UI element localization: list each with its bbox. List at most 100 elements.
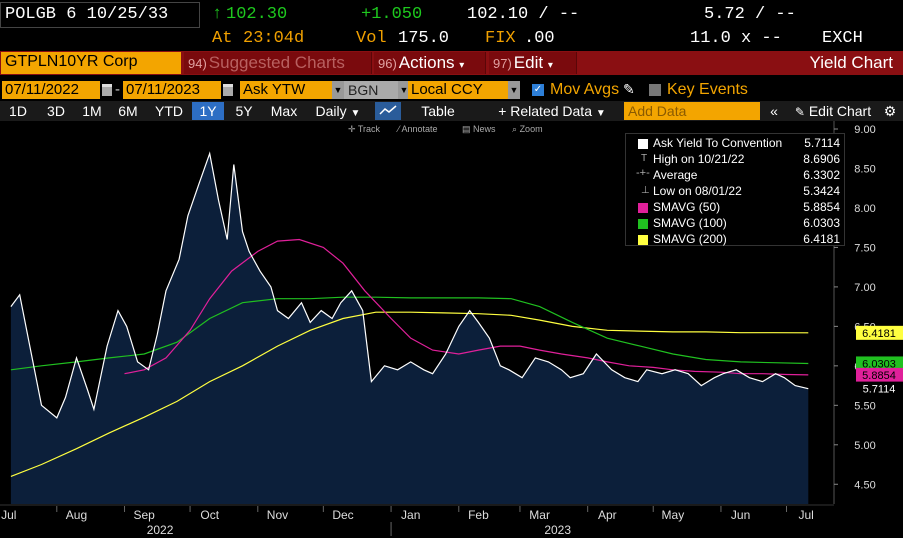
suggested-charts-label: Suggested Charts — [208, 53, 345, 72]
period-5y[interactable]: 5Y — [235, 103, 253, 119]
yield-chart[interactable]: 4.505.005.506.006.507.007.508.008.509.00… — [0, 121, 903, 538]
exch-label: EXCH — [822, 29, 863, 48]
edit-chart-label: Edit Chart — [808, 103, 872, 119]
legend-value: 5.3424 — [803, 184, 840, 198]
period-max[interactable]: Max — [270, 103, 298, 119]
actions-button[interactable]: 96) Actions ▾ — [374, 52, 486, 74]
chevron-down-icon: ▼ — [595, 108, 606, 119]
period-1y[interactable]: 1Y — [192, 102, 224, 120]
x-tick-label: Apr — [598, 508, 617, 522]
legend-label: SMAVG (50) — [653, 200, 721, 214]
y-tick-label: 4.50 — [854, 479, 875, 491]
legend-swatch — [638, 219, 648, 229]
legend-swatch — [638, 203, 648, 213]
at-label: At — [212, 29, 233, 48]
zoom-tool[interactable]: ⌕ Zoom — [512, 124, 543, 135]
legend-label: High on 10/21/22 — [653, 152, 745, 166]
add-data-input[interactable]: Add Data — [624, 102, 760, 120]
actions-dropdown-icon: ▾ — [459, 60, 465, 71]
x-tick-label: Sep — [134, 508, 156, 522]
x-tick-label: Dec — [332, 508, 353, 522]
x-tick-label: Jun — [731, 508, 750, 522]
field-select[interactable]: Ask YTW — [240, 81, 332, 99]
key-events-label: Key Events — [667, 81, 748, 98]
currency-select[interactable]: Local CCY — [408, 81, 508, 99]
quote-details: At 23:04d Vol 175.0 FIX .00 11.0 x -- EX… — [0, 28, 903, 50]
period-ytd[interactable]: YTD — [155, 103, 183, 119]
pencil-icon[interactable]: ✎ — [623, 81, 635, 97]
collapse-icon[interactable]: « — [770, 103, 778, 119]
chevron-down-icon[interactable]: ▼ — [332, 81, 344, 99]
last-price: 102.30 — [226, 5, 288, 24]
toolbar: 1D 3D 1M 6M YTD 1Y 5Y Max Daily ▼ Table … — [0, 101, 903, 121]
series-line-2 — [10, 296, 809, 371]
x-tick-label: Jul — [1, 508, 16, 522]
last-price-arrow-icon: ↑ — [212, 5, 223, 24]
track-tool[interactable]: ✛ Track — [348, 124, 380, 135]
calendar-icon[interactable] — [223, 84, 233, 96]
period-3d[interactable]: 3D — [47, 103, 65, 119]
value-tag — [856, 367, 903, 382]
source-field[interactable]: BGN — [344, 81, 398, 99]
year-label: 2023 — [544, 523, 571, 537]
suggested-charts-number: 94) — [188, 56, 207, 71]
calendar-icon[interactable] — [102, 84, 112, 96]
y-tick-label: 5.00 — [854, 440, 875, 452]
security-field[interactable]: GTPLN10YR Corp — [1, 52, 181, 74]
start-date-field[interactable]: 07/11/2022 — [2, 81, 100, 99]
legend-label: SMAVG (100) — [653, 216, 727, 230]
edit-dropdown-icon: ▾ — [547, 60, 553, 71]
annotate-tool[interactable]: ⁄ Annotate — [398, 124, 438, 134]
value-tag — [856, 381, 903, 396]
legend-value: 6.4181 — [803, 232, 840, 246]
legend-item-smavg100: SMAVG (100) 6.0303 — [626, 216, 844, 232]
price-change: +1.050 — [361, 5, 423, 24]
legend-value: 5.8854 — [803, 200, 840, 214]
suggested-charts-button[interactable]: 94) Suggested Charts — [184, 52, 372, 74]
chevron-down-icon[interactable]: ▼ — [508, 81, 520, 99]
frequency-label: Daily — [315, 103, 347, 119]
page-title: Yield Chart — [809, 53, 893, 72]
legend-item-average: -+- Average 6.3302 — [626, 167, 844, 184]
x-tick-label: Oct — [200, 508, 219, 522]
value-tag-label: 5.8854 — [862, 370, 896, 382]
legend-swatch — [638, 235, 648, 245]
edit-button[interactable]: 97) Edit ▾ — [489, 52, 577, 74]
legend-value: 5.7114 — [804, 136, 840, 150]
track-label: Track — [357, 124, 381, 134]
key-events-checkbox[interactable] — [649, 84, 661, 96]
line-chart-icon[interactable] — [375, 102, 401, 120]
related-data-button[interactable]: + Related Data ▼ — [493, 102, 611, 120]
bid-ask-yield: 5.72 / -- — [704, 5, 796, 24]
gear-icon[interactable]: ⚙ — [883, 103, 897, 119]
mov-avgs-checkbox[interactable]: ✓ — [532, 84, 544, 96]
related-data-label: + Related Data — [498, 103, 592, 119]
average-marker-icon: -+- — [636, 167, 650, 179]
period-1d[interactable]: 1D — [9, 103, 27, 119]
value-tag-label: 5.7114 — [863, 384, 896, 396]
x-tick-label: Jan — [401, 508, 420, 522]
low-marker-icon: ⊥ — [641, 185, 650, 196]
chart-canvas[interactable]: 4.505.005.506.006.507.007.508.008.509.00… — [0, 121, 903, 538]
end-date-field[interactable]: 07/11/2023 — [123, 81, 221, 99]
pencil-icon: ✎ — [794, 105, 805, 119]
news-tool[interactable]: ▤ News — [462, 124, 496, 135]
period-6m[interactable]: 6M — [118, 103, 138, 119]
legend-label: Ask Yield To Convention — [653, 136, 783, 150]
edit-chart-button[interactable]: ✎ Edit Chart — [788, 102, 878, 120]
x-tick-label: Mar — [529, 508, 550, 522]
table-button[interactable]: Table — [421, 103, 455, 119]
news-icon: ▤ — [462, 124, 471, 134]
chevron-down-icon[interactable]: ▼ — [398, 81, 410, 99]
mov-avgs-label: Mov Avgs — [550, 81, 620, 98]
chevron-down-icon: ▼ — [350, 108, 361, 119]
y-tick-label: 8.50 — [854, 163, 875, 175]
annotate-label: Annotate — [401, 124, 438, 134]
period-1m[interactable]: 1M — [82, 103, 102, 119]
series-line-yield — [10, 151, 809, 419]
ticker-field[interactable]: POLGB 6 10/25/33 — [0, 2, 200, 28]
legend-label: Average — [653, 168, 698, 182]
legend-item-smavg200: SMAVG (200) 6.4181 — [626, 232, 844, 248]
chart-controls: 07/11/2022 - 07/11/2023 Ask YTW ▼ BGN ▼ … — [0, 79, 903, 101]
frequency-select[interactable]: Daily ▼ — [308, 102, 368, 120]
